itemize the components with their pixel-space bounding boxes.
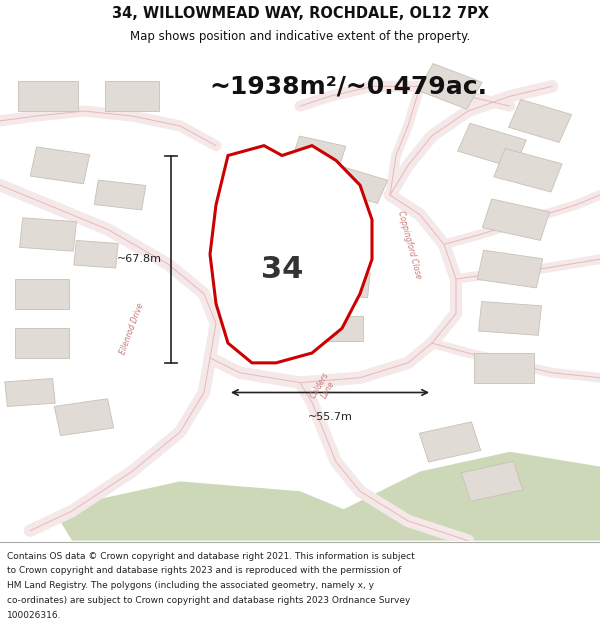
Polygon shape xyxy=(94,180,146,210)
Text: HM Land Registry. The polygons (including the associated geometry, namely x, y: HM Land Registry. The polygons (includin… xyxy=(7,581,374,590)
Polygon shape xyxy=(5,379,55,406)
Polygon shape xyxy=(15,279,69,309)
Polygon shape xyxy=(290,136,346,175)
Polygon shape xyxy=(419,422,481,462)
Text: Coppingford Close: Coppingford Close xyxy=(396,209,423,279)
Polygon shape xyxy=(60,481,348,541)
Polygon shape xyxy=(332,167,388,204)
Text: Contains OS data © Crown copyright and database right 2021. This information is : Contains OS data © Crown copyright and d… xyxy=(7,552,415,561)
Text: Ellenrod Drive: Ellenrod Drive xyxy=(119,301,145,355)
Polygon shape xyxy=(418,64,482,109)
Polygon shape xyxy=(321,316,363,341)
Text: to Crown copyright and database rights 2023 and is reproduced with the permissio: to Crown copyright and database rights 2… xyxy=(7,566,401,576)
Text: co-ordinates) are subject to Crown copyright and database rights 2023 Ordnance S: co-ordinates) are subject to Crown copyr… xyxy=(7,596,410,605)
Text: ~1938m²/~0.479ac.: ~1938m²/~0.479ac. xyxy=(209,74,487,98)
Text: Map shows position and indicative extent of the property.: Map shows position and indicative extent… xyxy=(130,30,470,43)
Text: Calders
Lane: Calders Lane xyxy=(308,370,340,405)
Text: 34: 34 xyxy=(261,254,303,284)
Polygon shape xyxy=(479,301,541,336)
Polygon shape xyxy=(474,353,534,382)
Polygon shape xyxy=(74,241,118,268)
Polygon shape xyxy=(330,452,600,541)
Polygon shape xyxy=(458,123,526,168)
Polygon shape xyxy=(20,217,76,251)
Text: 34, WILLOWMEAD WAY, ROCHDALE, OL12 7PX: 34, WILLOWMEAD WAY, ROCHDALE, OL12 7PX xyxy=(112,6,488,21)
Text: ~55.7m: ~55.7m xyxy=(308,412,352,422)
Polygon shape xyxy=(30,147,90,184)
Polygon shape xyxy=(461,461,523,501)
Polygon shape xyxy=(15,328,69,358)
Polygon shape xyxy=(494,149,562,192)
Polygon shape xyxy=(210,146,372,363)
Polygon shape xyxy=(478,250,542,288)
Polygon shape xyxy=(307,219,353,249)
Text: ~67.8m: ~67.8m xyxy=(117,254,162,264)
Text: 100026316.: 100026316. xyxy=(7,611,62,619)
Polygon shape xyxy=(105,81,159,111)
Polygon shape xyxy=(482,199,550,241)
Polygon shape xyxy=(54,399,114,436)
Polygon shape xyxy=(326,270,370,298)
Polygon shape xyxy=(18,81,78,111)
Polygon shape xyxy=(508,99,572,142)
